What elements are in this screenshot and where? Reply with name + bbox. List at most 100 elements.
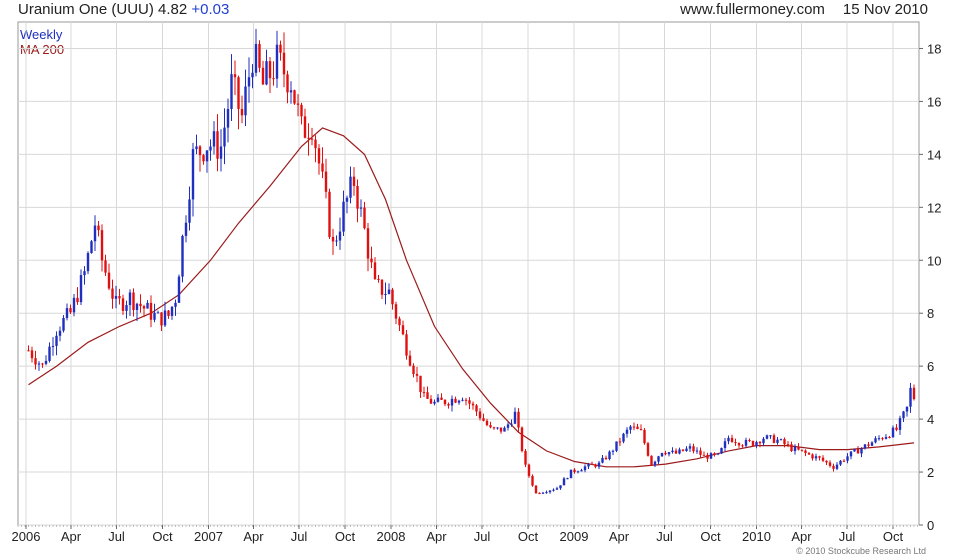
candle-body (786, 444, 790, 446)
candle-body (111, 288, 114, 299)
candle-body (181, 235, 184, 277)
candle-body (909, 387, 912, 407)
candle-body (734, 442, 737, 444)
candle-body (517, 411, 520, 428)
candle-body (363, 207, 366, 229)
candle-body (832, 465, 835, 469)
y-tick-label: 0 (927, 518, 934, 533)
candle-body (653, 461, 657, 466)
candle-body (51, 345, 55, 347)
candle-body (412, 365, 415, 374)
candle-body (300, 104, 303, 117)
candle-body (569, 469, 573, 479)
candle-body (489, 425, 492, 428)
candle-body (846, 456, 849, 461)
candle-body (660, 453, 664, 457)
candle-body (667, 452, 671, 455)
candle-body (811, 454, 814, 459)
candle-body (741, 445, 744, 447)
candle-body (107, 272, 111, 289)
candle-body (230, 74, 233, 110)
y-axis: 0 2 4 6 8 10 12 14 16 18 (919, 41, 941, 533)
candle-body (678, 449, 681, 454)
candle-body (219, 146, 223, 159)
legend-weekly: Weekly (20, 27, 63, 42)
candle-body (895, 427, 898, 430)
candle-body (835, 464, 839, 469)
candle-body (65, 308, 69, 318)
candle-body (93, 225, 97, 242)
candle-body (503, 427, 506, 432)
candle-body (321, 163, 324, 172)
candle-body (401, 325, 405, 335)
candle-body (156, 312, 160, 314)
candle-body (643, 429, 646, 444)
header-right: www.fullermoney.com 15 Nov 2010 (680, 1, 928, 21)
candle-body (541, 492, 545, 494)
candle-body (751, 440, 755, 446)
candle-body (905, 406, 909, 412)
x-tick-label: Apr (426, 529, 447, 544)
candle-body (198, 146, 202, 156)
candle-body (132, 292, 135, 310)
candle-body (324, 171, 328, 192)
website-link[interactable]: www.fullermoney.com (680, 1, 825, 18)
candle-body (265, 61, 268, 85)
candle-body (163, 310, 167, 326)
candle-body (352, 176, 356, 186)
candle-body (576, 471, 580, 473)
candle-body (72, 297, 76, 313)
candle-body (433, 401, 436, 404)
candle-body (286, 74, 289, 93)
candle-body (44, 360, 48, 364)
candle-body (492, 427, 496, 429)
candle-body (737, 443, 741, 446)
candle-body (380, 279, 384, 295)
candle-body (881, 438, 884, 440)
candle-body (664, 453, 667, 455)
candle-body (758, 441, 762, 444)
candle-body (195, 146, 198, 150)
candle-body (216, 131, 219, 159)
x-tick-label: 2010 (742, 529, 771, 544)
candle-body (884, 436, 888, 439)
candle-body (289, 90, 293, 93)
candle-body (429, 398, 433, 404)
candle-body (874, 438, 877, 443)
candle-body (538, 492, 541, 494)
candle-body (552, 489, 555, 491)
candle-body (545, 492, 548, 494)
candle-body (436, 397, 440, 402)
candle-body (748, 439, 751, 441)
candle-body (79, 275, 83, 303)
x-tick-label: Oct (518, 529, 539, 544)
candle-body (468, 400, 471, 404)
candle-body (37, 363, 41, 365)
candle-body (209, 146, 212, 151)
candle-body (440, 397, 443, 400)
x-tick-label: 2009 (560, 529, 589, 544)
price-change: +0.03 (191, 1, 230, 18)
candle-body (723, 441, 727, 448)
candle-body (695, 450, 699, 452)
candle-body (170, 306, 174, 316)
candle-body (394, 304, 398, 319)
candle-body (702, 454, 706, 456)
candle-body (55, 335, 58, 346)
candle-body (314, 139, 317, 149)
candle-body (174, 302, 177, 307)
candle-body (100, 230, 104, 261)
x-tick-label: Apr (609, 529, 630, 544)
candle-body (863, 444, 867, 449)
candle-body (856, 449, 860, 454)
candle-body (797, 446, 800, 450)
candle-body (443, 399, 447, 405)
candle-body (359, 207, 363, 209)
candle-body (275, 44, 279, 79)
candle-body (272, 78, 275, 80)
candle-body (366, 228, 370, 259)
legend-ma200: MA 200 (20, 42, 65, 57)
candle-body (349, 176, 352, 198)
candle-body (783, 439, 786, 445)
candle-body (713, 453, 716, 455)
